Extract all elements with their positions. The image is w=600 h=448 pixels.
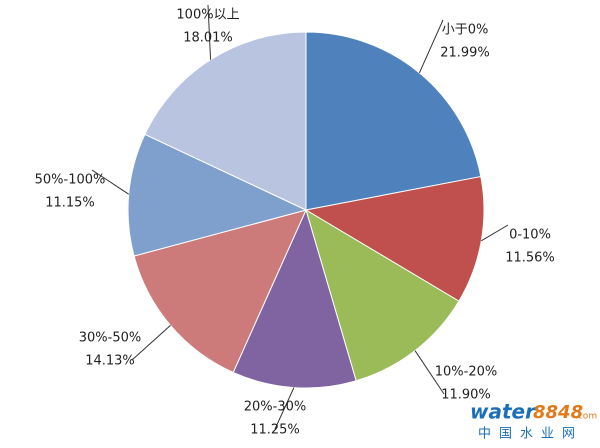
watermark-suffix: .com [575, 412, 597, 422]
watermark-site: 中国水业网 [478, 427, 583, 442]
leader-line [91, 169, 129, 195]
watermark-brand: water [470, 400, 536, 424]
leader-line [274, 387, 295, 430]
slice-category: 20%-30% [244, 400, 306, 415]
slice-value-label: 11.90% [441, 388, 491, 403]
watermark: water 8848 .com 中国水业网 [470, 400, 597, 442]
slice-category: 10%-20% [435, 365, 497, 380]
slice [305, 208, 460, 382]
slice [232, 208, 357, 389]
slice-value-label: 11.56% [505, 251, 555, 266]
slice-value-label: 11.15% [45, 196, 95, 211]
leader-line [131, 325, 171, 361]
watermark-number: 8848 [533, 402, 583, 423]
slice [127, 133, 308, 257]
slice [144, 31, 307, 211]
slice-value-label: 14.13% [85, 354, 135, 369]
slice [133, 209, 307, 374]
leader-line [414, 350, 445, 395]
slice-value-label: 21.99% [440, 46, 490, 61]
slice [305, 31, 482, 211]
slice-category: 50%-100% [35, 173, 106, 188]
leader-line [418, 19, 444, 74]
slice-value-label: 11.25% [250, 423, 300, 438]
leader-line [207, 4, 212, 60]
slice-category: 0-10% [509, 228, 551, 243]
slice-category: 小于0% [442, 23, 489, 38]
slice-category: 100%以上 [176, 8, 239, 23]
slice-value-label: 18.01% [183, 31, 233, 46]
slice-category: 30%-50% [79, 331, 141, 346]
slices [127, 31, 485, 389]
leader-line [481, 224, 509, 242]
